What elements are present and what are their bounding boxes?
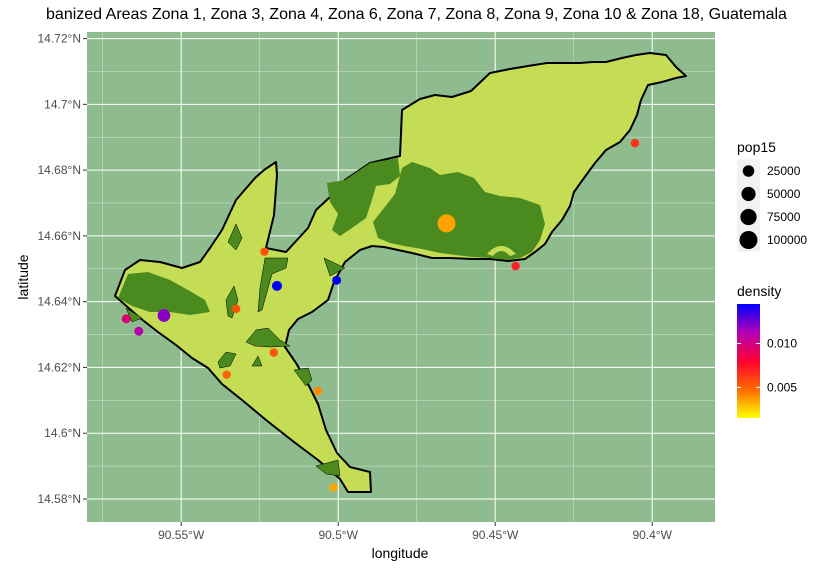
size-legend-title: pop15	[737, 139, 776, 155]
data-point	[134, 326, 144, 336]
y-tick-label: 14.64°N	[38, 295, 82, 309]
data-point	[511, 261, 520, 271]
y-axis-title: latitude	[15, 254, 31, 299]
data-point	[157, 309, 171, 322]
urban-area-dense	[227, 223, 243, 251]
color-legend-label: 0.010	[767, 336, 797, 350]
size-legend-key	[739, 231, 758, 249]
data-point	[313, 386, 323, 396]
y-tick-label: 14.72°N	[38, 32, 82, 46]
chart-title: banized Areas Zona 1, Zona 3, Zona 4, Zo…	[46, 6, 787, 23]
urban-area-dense	[315, 459, 341, 477]
size-legend-key	[740, 208, 757, 226]
data-point	[231, 304, 241, 314]
size-legend-label: 75000	[767, 210, 801, 224]
data-point	[260, 247, 269, 256]
urban-area-light	[114, 52, 687, 493]
color-legend-bar	[737, 304, 760, 418]
urban-area-dense	[245, 327, 291, 348]
x-axis-title: longitude	[372, 545, 429, 561]
size-legend-key	[741, 186, 756, 202]
urban-area-map	[114, 52, 687, 493]
size-legend-label: 50000	[767, 187, 801, 201]
urban-area-ring	[487, 246, 516, 256]
y-tick-label: 14.62°N	[38, 360, 82, 374]
legends: pop15 25000 50000 75000 100000 density 0.005 0.…	[737, 139, 807, 418]
urban-area-dense	[118, 272, 210, 315]
y-tick-label: 14.6°N	[44, 426, 81, 440]
point-layer	[121, 138, 640, 492]
y-tick-label: 14.66°N	[38, 229, 82, 243]
data-point	[269, 348, 279, 357]
urban-area-dense	[373, 162, 545, 260]
data-point	[271, 280, 282, 291]
color-legend-title: density	[737, 283, 781, 299]
y-tick-label: 14.58°N	[38, 492, 82, 506]
size-legend-label: 100000	[767, 233, 807, 247]
urban-area-dense	[293, 367, 313, 387]
x-tick-label: 90.45°W	[472, 528, 519, 542]
data-point	[437, 214, 456, 233]
urban-area-dense	[323, 257, 346, 277]
urban-area-dense	[327, 158, 400, 236]
data-point	[121, 314, 131, 324]
grid-minor	[87, 32, 715, 522]
x-tick-label: 90.55°W	[158, 528, 205, 542]
size-legend-label: 25000	[767, 164, 801, 178]
data-point	[332, 275, 342, 285]
data-point	[329, 483, 338, 492]
size-legend-key	[742, 165, 755, 177]
urban-area-dense	[251, 355, 263, 367]
x-tick-label: 90.4°W	[632, 528, 672, 542]
data-point	[222, 370, 231, 379]
x-tick-label: 90.5°W	[318, 528, 358, 542]
data-point	[630, 138, 640, 148]
y-tick-label: 14.68°N	[38, 163, 82, 177]
urban-area-dense	[257, 257, 289, 313]
color-legend-label: 0.005	[767, 380, 797, 394]
urban-area-dense	[125, 307, 143, 323]
axes: 90.55°W 90.5°W 90.45°W 90.4°W 14.58°N 14.6°N 1…	[38, 32, 673, 542]
y-tick-label: 14.7°N	[44, 97, 81, 111]
urban-area-dense	[217, 351, 237, 369]
